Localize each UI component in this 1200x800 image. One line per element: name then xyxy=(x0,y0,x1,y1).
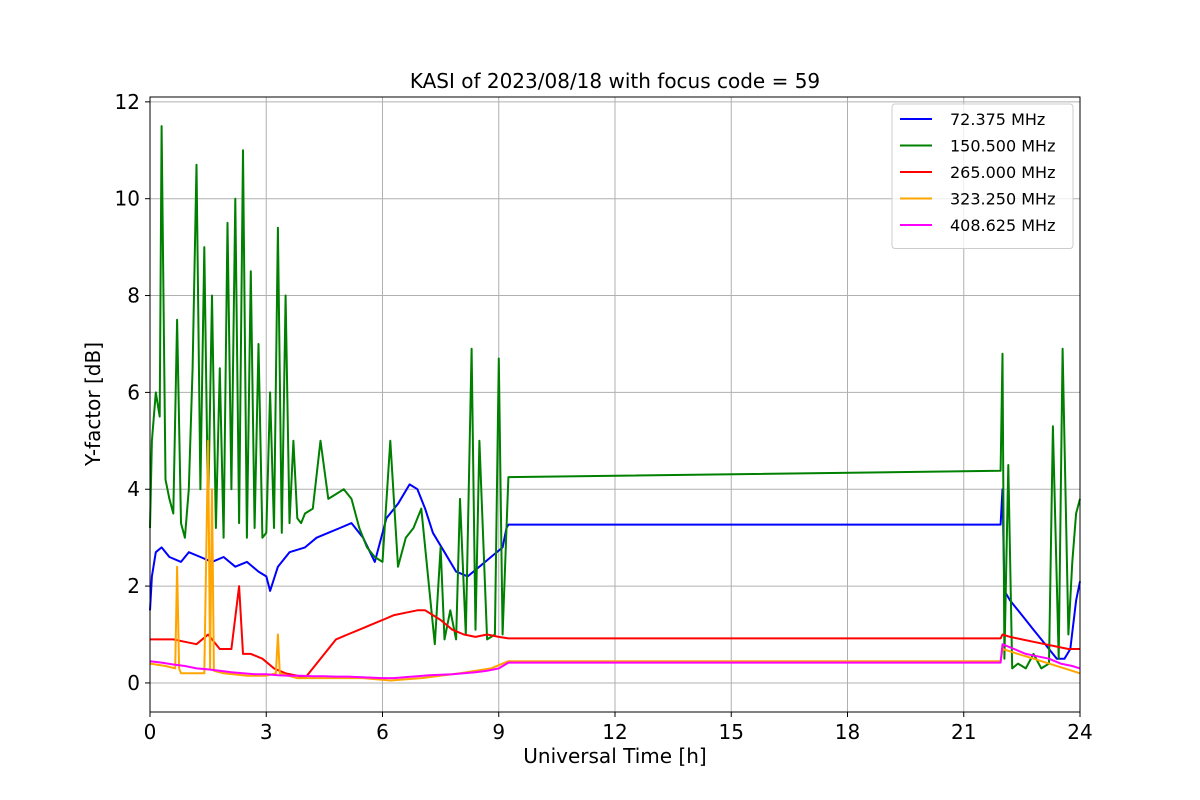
x-tick-label: 12 xyxy=(602,720,627,744)
y-tick-label: 2 xyxy=(127,574,140,598)
legend: 72.375 MHz 150.500 MHz 265.000 MHz 323.250 … xyxy=(891,103,1074,249)
x-axis-label: Universal Time [h] xyxy=(523,744,706,768)
x-tick-label: 6 xyxy=(376,720,389,744)
x-tick-label: 24 xyxy=(1067,720,1092,744)
legend-frame xyxy=(891,103,1074,249)
legend-label: 72.375 MHz xyxy=(950,110,1045,129)
y-tick-label: 6 xyxy=(127,380,140,404)
x-tick-label: 18 xyxy=(835,720,860,744)
chart-title: KASI of 2023/08/18 with focus code = 59 xyxy=(410,69,820,93)
legend-label: 408.625 MHz xyxy=(950,216,1055,235)
legend-label: 150.500 MHz xyxy=(950,137,1055,156)
y-axis-label: Y-factor [dB] xyxy=(81,342,105,467)
x-tick-label: 0 xyxy=(144,720,157,744)
series-line-1 xyxy=(149,125,1081,670)
y-tick-label: 4 xyxy=(127,477,140,501)
x-tick-label: 9 xyxy=(492,720,505,744)
y-tick-label: 0 xyxy=(127,671,140,695)
x-tick-label: 21 xyxy=(951,720,976,744)
series-line-2 xyxy=(150,585,1080,680)
y-tick-label: 12 xyxy=(115,90,140,114)
y-tick-label: 10 xyxy=(115,187,140,211)
series-line-0 xyxy=(149,483,1081,660)
x-tick-label: 3 xyxy=(260,720,273,744)
legend-label: 323.250 MHz xyxy=(950,190,1055,209)
series-lines xyxy=(149,125,1081,682)
series-line-4 xyxy=(149,643,1081,680)
x-tick-label: 15 xyxy=(719,720,744,744)
legend-label: 265.000 MHz xyxy=(950,163,1055,182)
y-tick-label: 8 xyxy=(127,284,140,308)
